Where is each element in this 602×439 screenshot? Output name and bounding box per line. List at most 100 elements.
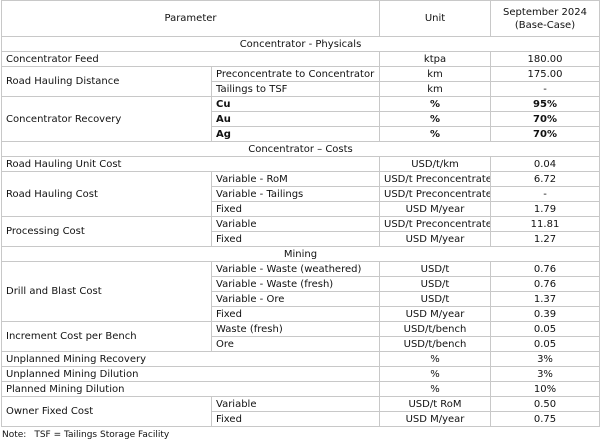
parameter-cell: Planned Mining Dilution [1,381,380,397]
data-row: Concentrator Recovery Cu% 95% [1,96,600,142]
unit-cell: km [379,81,491,97]
unit-cell: % [379,366,491,382]
data-row: Increment Cost per Bench Waste (fresh) USD… [1,321,600,352]
unit-cell: USD M/year [379,201,491,217]
parameter-cell: Increment Cost per Bench [1,321,212,352]
sub-parameter-cell: Fixed [211,201,380,217]
value-cell: 95% [490,96,600,112]
sub-parameter-cell: Variable - Waste (fresh) [211,276,380,292]
sub-parameter-cell: Fixed [211,411,380,427]
value-cell: 6.72 [490,171,600,187]
value-cell: 10% [490,381,600,397]
sub-parameter-cell: Ag [211,126,380,142]
section-row: Concentrator – Costs [1,141,600,157]
data-row: Unplanned Mining Recovery% 3% [1,351,600,367]
section-row: Concentrator - Physicals [1,36,600,52]
value-cell: 0.39 [490,306,600,322]
value-cell: 0.75 [490,411,600,427]
sub-parameter-cell: Variable - Ore [211,291,380,307]
value-cell: 70% [490,126,600,142]
header-row: Parameter Unit September 2024 (Base-Case… [1,0,600,37]
unit-cell: USD/t Preconcentrate [379,171,491,187]
value-cell: 11.81 [490,216,600,232]
parameter-table: Parameter Unit September 2024 (Base-Case… [1,0,600,427]
parameter-cell: Concentrator Feed [1,51,380,67]
unit-cell: USD M/year [379,231,491,247]
value-cell: 175.00 [490,66,600,82]
data-row: Drill and Blast Cost Variable - Waste (we… [1,261,600,322]
data-row: Tailings to TSF km - [2,81,600,97]
sub-parameter-cell: Variable [211,396,380,412]
data-row: Ag% 70% [2,126,600,142]
value-cell: 3% [490,351,600,367]
unit-cell: % [379,111,491,127]
unit-cell: USD/t/bench [379,336,491,352]
sub-parameter-cell: Preconcentrate to Concentrator [211,66,380,82]
value-cell: - [490,186,600,202]
section-row: Mining [1,246,600,262]
data-row: Concentrator Feed ktpa 180.00 [1,51,600,67]
unit-cell: USD/t [379,261,491,277]
parameter-cell: Road Hauling Unit Cost [1,156,380,172]
sub-parameter-cell: Variable - Tailings [211,186,380,202]
note-label: Note: [2,430,27,439]
parameter-cell: Concentrator Recovery [1,96,212,142]
value-cell: 0.05 [490,336,600,352]
sub-parameter-cell: Fixed [211,306,380,322]
sub-parameter-cell: Variable - Waste (weathered) [211,261,380,277]
data-row: Road Hauling Cost Variable - RoM USD/t Pre… [1,171,600,217]
unit-cell: USD/t Preconcentrate [379,216,491,232]
unit-cell: USD/t RoM [379,396,491,412]
data-row: Planned Mining Dilution% 10% [1,381,600,397]
parameter-cell: Owner Fixed Cost [1,396,212,427]
unit-cell: % [379,96,491,112]
section-title: Concentrator – Costs [1,141,600,157]
value-cell: 3% [490,366,600,382]
value-cell: 180.00 [490,51,600,67]
unit-cell: % [379,381,491,397]
value-cell: 0.05 [490,321,600,337]
data-row: Road Hauling Unit Cost USD/t/km 0.04 [1,156,600,172]
header-cell: September 2024 (Base-Case) [490,0,600,37]
data-row: Owner Fixed Cost Variable USD/t RoM 0.50 [1,396,600,427]
sub-parameter-cell: Tailings to TSF [211,81,380,97]
unit-cell: ktpa [379,51,491,67]
unit-cell: USD/t [379,276,491,292]
value-cell: 1.27 [490,231,600,247]
unit-cell: USD/t Preconcentrate [379,186,491,202]
data-row: Processing Cost Variable USD/t Preconcentr… [1,216,600,247]
value-cell: 0.50 [490,396,600,412]
parameter-cell: Road Hauling Distance [1,66,212,97]
header-cell: Parameter [1,0,380,37]
sub-parameter-cell: Cu [211,96,380,112]
section-title: Concentrator - Physicals [1,36,600,52]
data-row: Ore USD/t/bench 0.05 [2,336,600,352]
value-cell: 70% [490,111,600,127]
section-title: Mining [1,246,600,262]
unit-cell: USD M/year [379,411,491,427]
data-row: Unplanned Mining Dilution% 3% [1,366,600,382]
sub-parameter-cell: Ore [211,336,380,352]
data-row: Road Hauling Distance Preconcentrate to C… [1,66,600,97]
value-cell: 0.76 [490,261,600,277]
unit-cell: % [379,351,491,367]
data-row: Fixed USD M/year 0.75 [2,411,600,427]
parameter-cell: Drill and Blast Cost [1,261,212,322]
note-text: TSF = Tailings Storage Facility [34,430,170,439]
parameter-cell: Road Hauling Cost [1,171,212,217]
unit-cell: USD M/year [379,306,491,322]
unit-cell: USD/t [379,291,491,307]
sub-parameter-cell: Variable - RoM [211,171,380,187]
sub-parameter-cell: Waste (fresh) [211,321,380,337]
sub-parameter-cell: Au [211,111,380,127]
data-row: Fixed USD M/year 1.27 [2,231,600,247]
value-cell: - [490,81,600,97]
data-row: Variable - Tailings USD/t Preconcentrate - [2,186,600,202]
unit-cell: USD/t/bench [379,321,491,337]
table-body: Concentrator - Physicals Concentrator Fee… [1,36,600,427]
data-row: Variable - Ore USD/t 1.37 [2,291,600,307]
value-cell: 0.76 [490,276,600,292]
unit-cell: USD/t/km [379,156,491,172]
header-cell: Unit [379,0,491,37]
